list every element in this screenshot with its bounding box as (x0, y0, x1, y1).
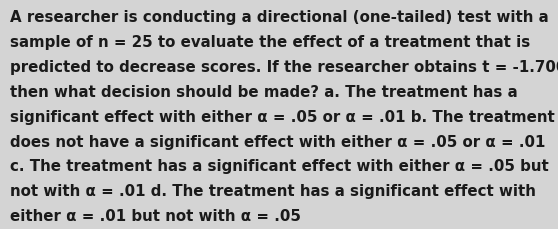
Text: A researcher is conducting a directional (one-tailed) test with a: A researcher is conducting a directional… (10, 10, 549, 25)
Text: sample of n = 25 to evaluate the effect of a treatment that is: sample of n = 25 to evaluate the effect … (10, 35, 530, 50)
Text: predicted to decrease scores. If the researcher obtains t = -1.700: predicted to decrease scores. If the res… (10, 60, 558, 75)
Text: does not have a significant effect with either α = .05 or α = .01: does not have a significant effect with … (10, 134, 545, 149)
Text: c. The treatment has a significant effect with either α = .05 but: c. The treatment has a significant effec… (10, 159, 549, 174)
Text: then what decision should be made? a. The treatment has a: then what decision should be made? a. Th… (10, 85, 518, 99)
Text: not with α = .01 d. The treatment has a significant effect with: not with α = .01 d. The treatment has a … (10, 183, 536, 198)
Text: either α = .01 but not with α = .05: either α = .01 but not with α = .05 (10, 208, 301, 223)
Text: significant effect with either α = .05 or α = .01 b. The treatment: significant effect with either α = .05 o… (10, 109, 555, 124)
